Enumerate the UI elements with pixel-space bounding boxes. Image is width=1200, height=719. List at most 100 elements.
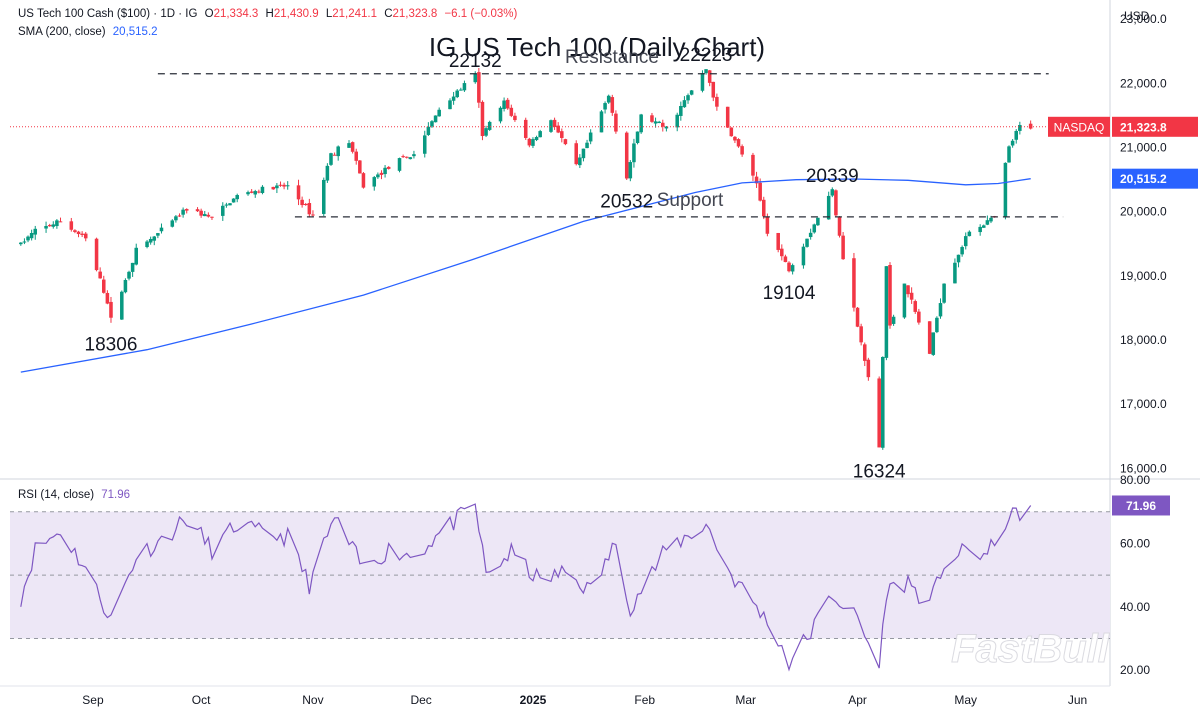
candle-up (801, 246, 806, 266)
candle-up (531, 139, 535, 146)
time-tick-label: May (954, 693, 977, 707)
price-tick-label: 16,000.0 (1120, 461, 1167, 475)
candle-down (783, 256, 788, 263)
time-tick-label: Mar (735, 693, 756, 707)
candle-down (574, 143, 578, 165)
candle-up (816, 217, 820, 226)
high-value: 21,430.9 (273, 8, 319, 20)
time-tick-label: Jun (1068, 693, 1087, 707)
sma-price-badge (1112, 168, 1198, 189)
candle-up (130, 262, 135, 272)
candle-up (285, 185, 290, 187)
price-tick-label: 20,000.0 (1120, 205, 1167, 219)
candle-up (830, 189, 835, 196)
candle-down (257, 191, 261, 193)
candle-down (210, 216, 214, 218)
candle-down (563, 139, 568, 145)
candle-up (422, 135, 427, 154)
candle-down (509, 107, 514, 116)
candle-down (480, 101, 485, 137)
candle-down (762, 199, 766, 217)
time-tick-label: Feb (634, 693, 655, 707)
low-label: L (325, 8, 333, 20)
rsi-band-fill (10, 511, 1110, 639)
time-tick-label: Sep (82, 693, 104, 707)
candle-up (426, 126, 431, 135)
candle-up (181, 209, 185, 215)
price-tick-label: 21,000.0 (1120, 141, 1167, 155)
candle-up (260, 186, 265, 194)
candle-up (412, 154, 416, 157)
time-tick-label: Dec (410, 693, 431, 707)
candle-up (931, 332, 936, 355)
candle-up (657, 121, 661, 123)
candle-down (736, 139, 741, 147)
candle-down (332, 154, 337, 156)
candle-down (311, 214, 315, 216)
price-annotation: 16324 (853, 462, 906, 483)
candle-down (109, 301, 113, 318)
candle-up (459, 89, 463, 91)
sma-legend-value: 20,515.2 (112, 26, 158, 38)
candle-down (401, 156, 405, 158)
candle-up (989, 217, 993, 222)
price-annotation: 20532 (600, 192, 653, 213)
candle-down (624, 132, 629, 179)
candle-up (891, 316, 896, 324)
candle-down (906, 285, 910, 295)
change-value: −6.1 (−0.03%) (444, 8, 518, 20)
candle-up (1014, 130, 1018, 140)
rsi-tick-label: 60.00 (1120, 536, 1150, 550)
candle-up (430, 121, 434, 127)
candle-up (383, 167, 387, 175)
candle-down (282, 184, 286, 187)
candle-down (300, 199, 304, 206)
candle-up (534, 136, 539, 141)
candle-up (451, 96, 456, 101)
candle-down (754, 176, 759, 184)
candle-down (80, 233, 84, 235)
time-tick-label: Nov (302, 693, 323, 707)
candle-up (963, 236, 968, 247)
candle-down (733, 136, 737, 141)
candle-up (805, 238, 809, 247)
candle-up (700, 73, 705, 91)
candle-up (682, 100, 687, 108)
candle-down (296, 185, 301, 200)
candle-up (170, 220, 175, 227)
candle-up (704, 69, 708, 74)
level-label-support: Support (657, 190, 724, 211)
candle-up (44, 225, 48, 229)
candle-up (1007, 146, 1011, 163)
level-label-resistance: Resistance (565, 47, 659, 68)
candle-down (917, 311, 921, 323)
chart-title: IG US Tech 100 (Daily Chart) (429, 32, 765, 62)
candle-up (985, 220, 990, 225)
candle-down (758, 182, 762, 201)
candle-down (552, 119, 557, 128)
candle-down (477, 72, 481, 103)
candle-up (134, 247, 138, 265)
candle-up (938, 303, 943, 317)
candle-up (448, 100, 452, 110)
candle-down (841, 235, 845, 260)
candle-up (628, 162, 633, 179)
candle-up (502, 100, 506, 109)
candle-up (1003, 162, 1008, 217)
candle-down (379, 172, 384, 175)
rsi-legend-value: 71.96 (101, 489, 131, 501)
candles-group (19, 68, 1033, 450)
candle-up (246, 192, 250, 195)
instrument-badge (1048, 116, 1110, 137)
price-tick-label: 19,000.0 (1120, 269, 1167, 283)
rsi-value-label: 71.96 (1126, 499, 1156, 513)
candle-down (199, 210, 203, 216)
candle-down (1028, 123, 1033, 129)
rsi-legend-label: RSI (14, close) (18, 489, 95, 501)
candle-up (408, 157, 413, 160)
candle-up (372, 177, 377, 187)
candle-up (329, 153, 333, 165)
candle-down (386, 166, 391, 169)
candle-up (123, 279, 128, 293)
